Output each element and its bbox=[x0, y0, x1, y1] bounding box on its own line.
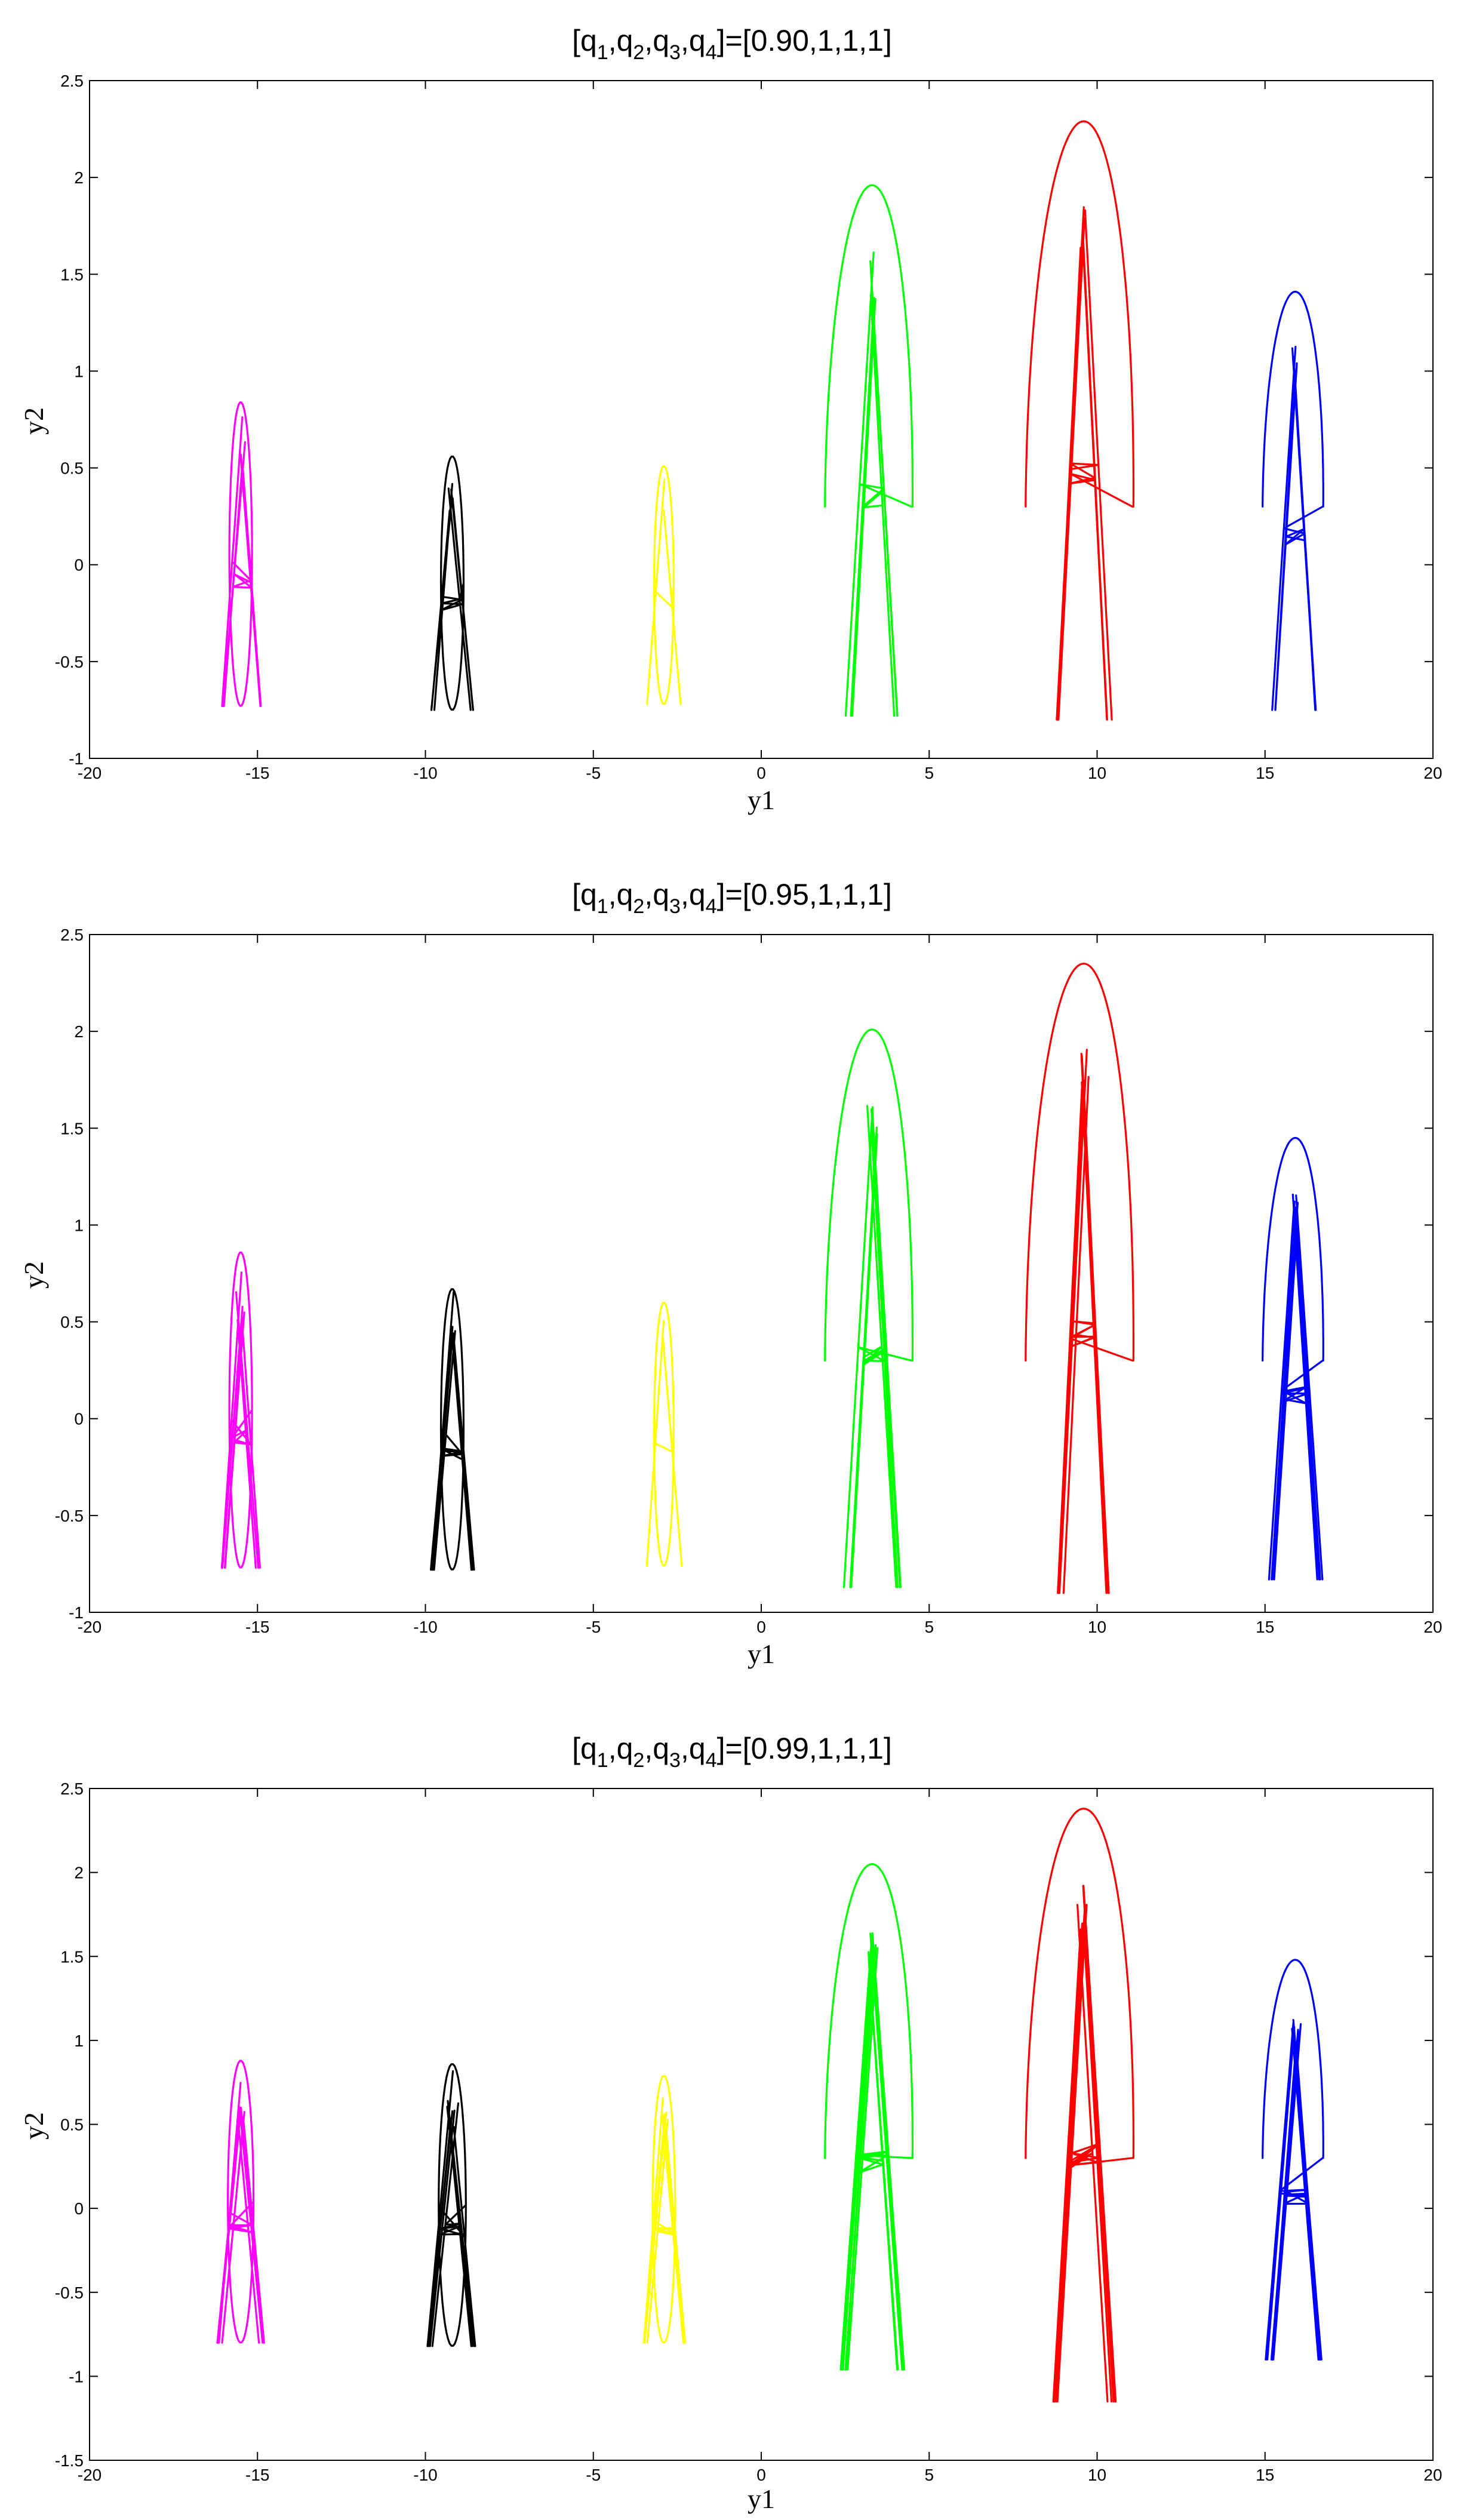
series-red-trajectory bbox=[1025, 120, 1134, 721]
series-red-trajectory bbox=[1025, 963, 1134, 1594]
x-tick-label: -10 bbox=[413, 764, 437, 782]
panel-2-title: [q1,q2,q3,q4]=[0.95,1,1,1] bbox=[572, 878, 892, 918]
y-tick-label: 0 bbox=[74, 556, 84, 574]
series-magenta-trajectory bbox=[221, 401, 262, 707]
series-yellow-trajectory bbox=[645, 1302, 683, 1567]
panel-2-ticks: -20 -15 -10 -5 0 5 10 15 20 -1 -0.5 0 0.5 1 1.5 2 2.5 bbox=[55, 926, 1443, 1636]
series-blue-trajectory bbox=[1262, 1959, 1324, 2361]
panel-1-curves bbox=[221, 120, 1324, 721]
x-tick-label: -15 bbox=[245, 2466, 269, 2484]
panel-2-x-axis-label: y1 bbox=[748, 1639, 775, 1669]
y-tick-label: -1 bbox=[69, 2367, 84, 2386]
y-tick-label: -1.5 bbox=[55, 2451, 84, 2470]
panel-1-title: [q1,q2,q3,q4]=[0.90,1,1,1] bbox=[572, 24, 892, 64]
y-tick-label: 0.5 bbox=[60, 1313, 84, 1332]
series-black-trajectory bbox=[430, 1288, 475, 1571]
series-red-trajectory bbox=[1025, 1808, 1134, 2403]
x-tick-label: 20 bbox=[1423, 1618, 1442, 1636]
x-tick-label: 0 bbox=[756, 1618, 766, 1636]
series-black-trajectory bbox=[426, 2063, 476, 2347]
panel-3-plot-area bbox=[89, 1788, 1434, 2461]
x-tick-label: 5 bbox=[924, 764, 934, 782]
y-tick-label: 2 bbox=[74, 1864, 84, 1882]
x-tick-label: 10 bbox=[1088, 2466, 1106, 2484]
x-tick-label: 15 bbox=[1256, 2466, 1274, 2484]
x-tick-label: 5 bbox=[924, 2466, 934, 2484]
x-tick-label: -10 bbox=[413, 2466, 437, 2484]
x-tick-label: 15 bbox=[1256, 1618, 1274, 1636]
series-magenta-trajectory bbox=[216, 2060, 265, 2344]
y-tick-label: -0.5 bbox=[55, 2284, 84, 2302]
series-green-trajectory bbox=[824, 184, 914, 717]
panel-3-title: [q1,q2,q3,q4]=[0.99,1,1,1] bbox=[572, 1732, 892, 1772]
y-tick-label: 0.5 bbox=[60, 2116, 84, 2134]
y-tick-label: 2.5 bbox=[60, 72, 84, 90]
panel-2-plot-area bbox=[89, 934, 1434, 1613]
y-tick-label: 0.5 bbox=[60, 459, 84, 478]
x-tick-label: -20 bbox=[78, 764, 102, 782]
x-tick-label: 10 bbox=[1088, 1618, 1106, 1636]
y-tick-label: 1.5 bbox=[60, 1119, 84, 1138]
y-tick-label: 0 bbox=[74, 2199, 84, 2218]
panel-2-curves bbox=[220, 963, 1324, 1594]
panel-1-ticks: -20 -15 -10 -5 0 5 10 15 20 -1 -0.5 0 0.5 1 1.5 2 2.5 bbox=[55, 72, 1443, 782]
x-tick-label: -5 bbox=[586, 2466, 601, 2484]
x-tick-label: 10 bbox=[1088, 764, 1106, 782]
panel-1-y-axis-label: y2 bbox=[19, 407, 49, 435]
y-tick-label: 1.5 bbox=[60, 1947, 84, 1966]
series-magenta-trajectory bbox=[220, 1251, 261, 1569]
panel-3-y-axis-label: y2 bbox=[19, 2112, 49, 2140]
x-tick-label: -5 bbox=[586, 764, 601, 782]
x-tick-label: 20 bbox=[1423, 2466, 1442, 2484]
panel-3: [q1,q2,q3,q4]=[0.99,1,1,1] -20 -15 -10 -5 0 5… bbox=[19, 1732, 1443, 2514]
x-tick-label: -20 bbox=[78, 1618, 102, 1636]
y-tick-label: 2.5 bbox=[60, 1780, 84, 1798]
x-tick-label: -5 bbox=[586, 1618, 601, 1636]
y-tick-label: 2.5 bbox=[60, 926, 84, 944]
y-tick-label: 2 bbox=[74, 168, 84, 187]
panel-3-x-axis-label: y1 bbox=[748, 2484, 775, 2514]
x-tick-label: 0 bbox=[756, 764, 766, 782]
x-tick-label: 15 bbox=[1256, 764, 1274, 782]
series-yellow-trajectory bbox=[642, 2075, 687, 2344]
series-black-trajectory bbox=[430, 455, 474, 711]
panel-3-curves bbox=[216, 1808, 1324, 2403]
y-tick-label: -1 bbox=[69, 1603, 84, 1622]
y-tick-label: 1 bbox=[74, 1216, 84, 1234]
y-tick-label: 1 bbox=[74, 362, 84, 380]
series-green-trajectory bbox=[824, 1863, 914, 2371]
y-tick-label: -1 bbox=[69, 749, 84, 768]
y-tick-label: -0.5 bbox=[55, 653, 84, 671]
series-blue-trajectory bbox=[1262, 1136, 1324, 1581]
y-tick-label: 2 bbox=[74, 1022, 84, 1041]
x-tick-label: -15 bbox=[245, 1618, 269, 1636]
series-yellow-trajectory bbox=[646, 465, 682, 705]
x-tick-label: 0 bbox=[756, 2466, 766, 2484]
y-tick-label: -0.5 bbox=[55, 1507, 84, 1525]
panel-1: [q1,q2,q3,q4]=[0.90,1,1,1] -20 -15 -10 -5 0 5… bbox=[19, 24, 1443, 815]
panel-2: [q1,q2,q3,q4]=[0.95,1,1,1] -20 -15 -10 -5 0 5… bbox=[19, 878, 1443, 1669]
panel-1-x-axis-label: y1 bbox=[748, 785, 775, 815]
y-tick-label: 1 bbox=[74, 2032, 84, 2050]
series-green-trajectory bbox=[824, 1028, 914, 1588]
panel-3-ticks: -20 -15 -10 -5 0 5 10 15 20 -1.5 -1 -0.5 0 0.5 1 1.5 2 2.… bbox=[55, 1780, 1443, 2484]
x-tick-label: 5 bbox=[924, 1618, 934, 1636]
x-tick-label: -15 bbox=[245, 764, 269, 782]
series-blue-trajectory bbox=[1262, 290, 1324, 711]
panel-1-plot-area bbox=[89, 80, 1434, 759]
y-tick-label: 1.5 bbox=[60, 265, 84, 284]
y-tick-label: 0 bbox=[74, 1410, 84, 1428]
panel-2-y-axis-label: y2 bbox=[19, 1261, 49, 1289]
x-tick-label: -20 bbox=[78, 2466, 102, 2484]
x-tick-label: 20 bbox=[1423, 764, 1442, 782]
x-tick-label: -10 bbox=[413, 1618, 437, 1636]
